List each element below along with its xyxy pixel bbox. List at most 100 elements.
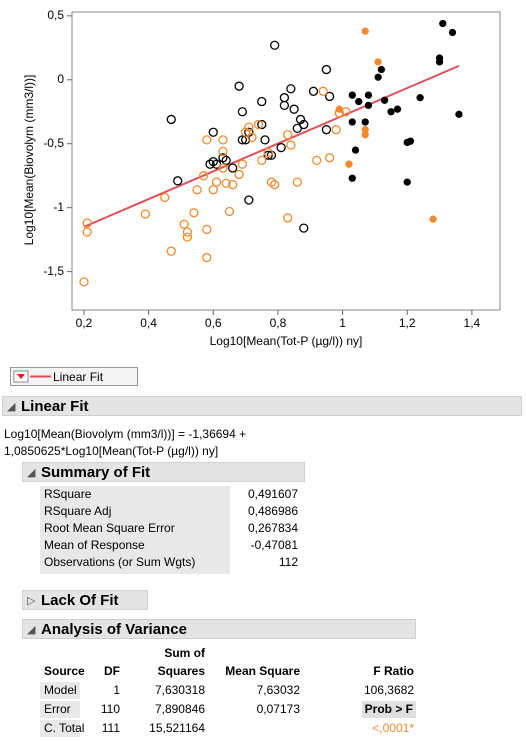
point bbox=[374, 58, 382, 66]
section-header[interactable]: ◢ Summary of Fit bbox=[22, 462, 305, 482]
point bbox=[380, 96, 389, 104]
fit-line bbox=[83, 64, 460, 228]
point bbox=[198, 171, 209, 181]
point bbox=[289, 104, 299, 114]
eq-rhs: *Log10[Mean(Tot-P (µg/l)) ny] bbox=[60, 444, 219, 458]
point bbox=[429, 215, 437, 223]
point bbox=[166, 114, 176, 125]
point bbox=[286, 84, 296, 94]
point bbox=[348, 91, 356, 99]
point bbox=[448, 28, 457, 37]
point bbox=[234, 81, 244, 91]
row-band bbox=[40, 720, 80, 737]
x-tick-label: 1,4 bbox=[464, 316, 481, 330]
section-title: Lack Of Fit bbox=[41, 592, 119, 609]
row-label: Root Mean Square Error bbox=[44, 521, 175, 535]
point bbox=[202, 224, 212, 235]
point bbox=[182, 227, 193, 237]
point bbox=[324, 153, 335, 163]
y-tick-label: -1 bbox=[53, 200, 64, 214]
point bbox=[202, 135, 212, 145]
point bbox=[240, 127, 251, 137]
cell: Prob > F bbox=[361, 701, 416, 718]
point bbox=[260, 135, 270, 145]
point bbox=[257, 119, 267, 130]
x-tick-label: 0,4 bbox=[140, 316, 157, 330]
point bbox=[221, 178, 231, 189]
section-header[interactable]: ◢ Analysis of Variance bbox=[22, 619, 416, 639]
point bbox=[270, 40, 280, 50]
point bbox=[228, 163, 238, 173]
legend-icons bbox=[13, 370, 51, 383]
x-tick-label: 1,2 bbox=[399, 316, 416, 330]
point bbox=[192, 185, 202, 195]
section-title: Linear Fit bbox=[21, 398, 89, 415]
legend-button[interactable]: Linear Fit bbox=[10, 367, 138, 386]
point bbox=[247, 132, 257, 142]
point bbox=[374, 73, 382, 81]
point bbox=[257, 155, 267, 166]
cell: 0,07173 bbox=[256, 702, 300, 716]
equation: Log10[Mean(Biovolym (mm3/l))] = -1,36694… bbox=[4, 426, 246, 460]
point bbox=[361, 27, 369, 35]
point bbox=[345, 160, 353, 168]
row-value: 0,491607 bbox=[247, 487, 298, 501]
col-header: Sum of bbox=[164, 646, 205, 660]
point bbox=[393, 105, 402, 113]
point bbox=[335, 105, 343, 113]
point bbox=[211, 177, 222, 187]
y-tick-label: 0 bbox=[57, 72, 64, 86]
y-tick-label: 0,5 bbox=[47, 8, 64, 22]
point bbox=[282, 130, 293, 140]
cell: 7,890846 bbox=[154, 702, 205, 716]
point bbox=[387, 108, 395, 116]
point bbox=[439, 19, 447, 28]
col-header: DF bbox=[104, 664, 120, 678]
point bbox=[237, 135, 248, 145]
row-value: 112 bbox=[278, 555, 298, 569]
point bbox=[189, 208, 199, 218]
menu-triangle bbox=[17, 374, 25, 379]
cell: 7,630318 bbox=[154, 683, 205, 697]
point bbox=[205, 159, 215, 169]
point bbox=[355, 97, 363, 106]
col-header: Mean Square bbox=[225, 664, 300, 678]
point bbox=[364, 101, 373, 110]
cell: 110 bbox=[100, 702, 120, 716]
anova-table: Sum of Source DF Squares Mean Square F Ratio M… bbox=[40, 645, 416, 740]
cell: 111 bbox=[101, 721, 120, 735]
cell: 15,521164 bbox=[149, 721, 205, 735]
point bbox=[82, 227, 92, 237]
row-band bbox=[40, 682, 80, 699]
section-header[interactable]: ▷ Lack Of Fit bbox=[22, 590, 148, 610]
legend-label: Linear Fit bbox=[53, 370, 104, 384]
x-tick-label: 0,2 bbox=[76, 316, 93, 330]
section-title: Summary of Fit bbox=[41, 464, 151, 481]
point bbox=[263, 150, 273, 160]
point bbox=[282, 213, 293, 223]
row-label: Mean of Response bbox=[44, 538, 145, 552]
cell: C. Total bbox=[44, 721, 85, 735]
point bbox=[218, 135, 228, 145]
point bbox=[224, 206, 235, 217]
point bbox=[348, 174, 356, 182]
point bbox=[351, 146, 360, 154]
point bbox=[279, 93, 290, 103]
cell: Error bbox=[44, 702, 71, 716]
row-value: -0,47081 bbox=[250, 538, 298, 552]
point bbox=[182, 232, 193, 242]
point bbox=[228, 180, 238, 190]
point bbox=[364, 91, 373, 99]
label-column bbox=[40, 486, 230, 574]
point bbox=[348, 118, 356, 126]
point bbox=[331, 125, 341, 135]
y-tick-label: -1,5 bbox=[43, 264, 64, 278]
section-header[interactable]: ◢ Linear Fit bbox=[2, 396, 522, 416]
eq-plus: + bbox=[239, 427, 247, 441]
point bbox=[160, 192, 170, 203]
point bbox=[208, 127, 218, 137]
eq-slope: 1,0850625 bbox=[4, 444, 61, 458]
point bbox=[321, 125, 332, 135]
point bbox=[82, 218, 92, 228]
col-header: Squares bbox=[157, 664, 205, 678]
